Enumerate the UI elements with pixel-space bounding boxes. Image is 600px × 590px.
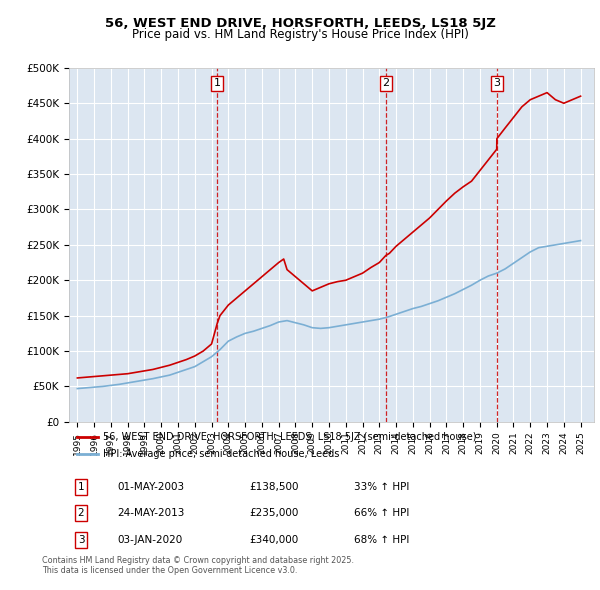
Text: 1: 1 <box>214 78 221 88</box>
Text: 1: 1 <box>77 482 85 491</box>
Text: £340,000: £340,000 <box>249 535 298 545</box>
Text: 68% ↑ HPI: 68% ↑ HPI <box>354 535 409 545</box>
Text: £235,000: £235,000 <box>249 509 298 518</box>
Text: 56, WEST END DRIVE, HORSFORTH, LEEDS, LS18 5JZ: 56, WEST END DRIVE, HORSFORTH, LEEDS, LS… <box>104 17 496 30</box>
Text: 2: 2 <box>77 509 85 518</box>
Text: 24-MAY-2013: 24-MAY-2013 <box>117 509 184 518</box>
Text: 3: 3 <box>493 78 500 88</box>
Text: Contains HM Land Registry data © Crown copyright and database right 2025.
This d: Contains HM Land Registry data © Crown c… <box>42 556 354 575</box>
Text: 01-MAY-2003: 01-MAY-2003 <box>117 482 184 491</box>
Text: 56, WEST END DRIVE, HORSFORTH, LEEDS, LS18 5JZ (semi-detached house): 56, WEST END DRIVE, HORSFORTH, LEEDS, LS… <box>103 432 476 441</box>
Text: 33% ↑ HPI: 33% ↑ HPI <box>354 482 409 491</box>
Text: £138,500: £138,500 <box>249 482 299 491</box>
Text: 66% ↑ HPI: 66% ↑ HPI <box>354 509 409 518</box>
Text: 3: 3 <box>77 535 85 545</box>
Text: 2: 2 <box>382 78 389 88</box>
Text: Price paid vs. HM Land Registry's House Price Index (HPI): Price paid vs. HM Land Registry's House … <box>131 28 469 41</box>
Text: HPI: Average price, semi-detached house, Leeds: HPI: Average price, semi-detached house,… <box>103 450 340 459</box>
Text: 03-JAN-2020: 03-JAN-2020 <box>117 535 182 545</box>
